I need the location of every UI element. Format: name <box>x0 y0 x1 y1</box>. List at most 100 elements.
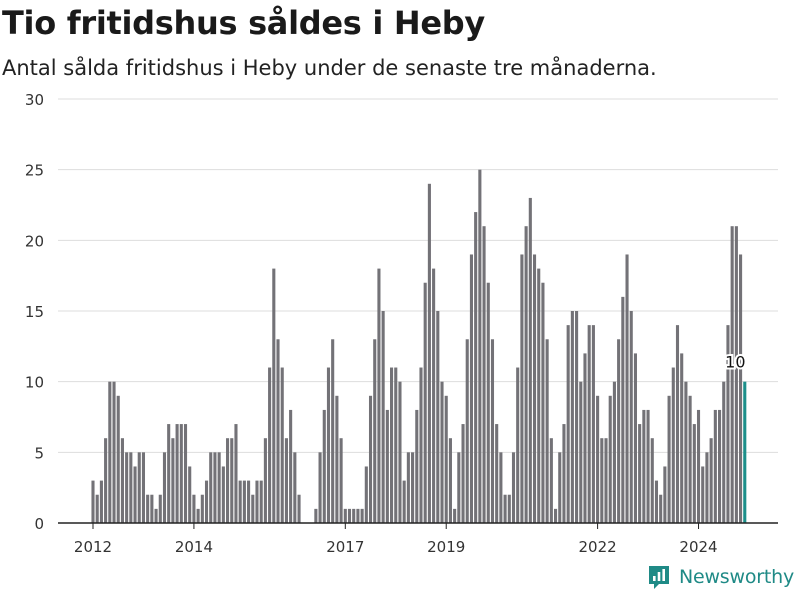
bar <box>377 268 381 523</box>
bar <box>612 381 616 523</box>
bar <box>705 452 709 523</box>
bar <box>629 311 633 523</box>
chart-subtitle: Antal sålda fritidshus i Heby under de s… <box>2 56 657 80</box>
bar <box>255 480 259 523</box>
bar <box>692 424 696 523</box>
bar <box>158 494 162 523</box>
newsworthy-logo-icon <box>648 566 669 589</box>
bar <box>608 395 612 523</box>
bar <box>352 508 356 523</box>
bar <box>591 325 595 523</box>
bar <box>95 494 99 523</box>
bar <box>469 254 473 523</box>
bar <box>171 438 175 523</box>
bar <box>427 183 431 524</box>
y-tick-label: 15 <box>25 303 44 321</box>
bar <box>688 395 692 523</box>
bar <box>537 268 541 523</box>
bar <box>625 254 629 523</box>
x-tick-label: 2014 <box>175 538 213 556</box>
bar <box>226 438 230 523</box>
bar <box>104 438 108 523</box>
bar <box>280 367 284 523</box>
bar <box>541 282 545 523</box>
highlight-data-label: 10 <box>725 353 745 372</box>
bar <box>297 494 301 523</box>
bar <box>263 438 267 523</box>
bar <box>432 268 436 523</box>
bar <box>675 325 680 523</box>
bar <box>436 311 440 523</box>
bar <box>709 438 713 523</box>
y-tick-label: 25 <box>25 162 44 180</box>
bar <box>162 452 167 523</box>
bar <box>650 438 654 523</box>
bar <box>600 438 604 523</box>
brand-logo: Newsworthy <box>647 564 794 590</box>
bar <box>339 438 343 523</box>
bar <box>730 226 734 523</box>
bar <box>146 494 150 523</box>
bar <box>112 381 116 523</box>
bar <box>646 409 650 523</box>
bar <box>465 339 469 523</box>
bar <box>532 254 537 523</box>
bar <box>696 409 701 523</box>
bar <box>499 452 503 523</box>
bar <box>583 353 587 523</box>
bar <box>528 197 532 523</box>
bar <box>204 480 209 523</box>
bar <box>347 508 352 523</box>
bar <box>398 381 402 523</box>
bar <box>326 367 331 523</box>
y-tick-label: 30 <box>25 91 44 109</box>
bar <box>318 452 322 523</box>
bar <box>486 282 490 523</box>
bar <box>680 353 684 523</box>
bar <box>230 438 234 523</box>
x-tick-label: 2012 <box>74 538 112 556</box>
bar <box>659 494 663 523</box>
bar <box>575 311 579 523</box>
y-tick-label: 0 <box>34 515 44 533</box>
bar <box>663 466 667 523</box>
bar <box>331 339 335 523</box>
bar <box>667 395 671 523</box>
bar <box>120 438 124 523</box>
bar <box>511 452 516 523</box>
bar <box>402 480 406 523</box>
bar <box>478 169 482 524</box>
bar <box>154 508 158 523</box>
bar <box>596 395 600 523</box>
bar <box>234 424 238 523</box>
bar <box>99 480 103 523</box>
bar <box>406 452 410 523</box>
bar <box>558 452 562 523</box>
bar <box>490 339 495 523</box>
x-tick-label: 2017 <box>326 538 364 556</box>
bar <box>175 424 179 523</box>
bar <box>726 325 730 523</box>
bar <box>701 466 705 523</box>
bar <box>739 254 743 523</box>
bar <box>566 325 570 523</box>
bar <box>322 409 326 523</box>
x-tick-label: 2019 <box>427 538 465 556</box>
bar <box>638 424 642 523</box>
bar <box>633 353 637 523</box>
bar <box>150 494 154 523</box>
y-tick-label: 20 <box>25 232 44 250</box>
bar <box>268 367 272 523</box>
bar <box>507 494 511 523</box>
bar <box>516 367 520 523</box>
x-tick-label: 2022 <box>579 538 617 556</box>
bar <box>289 409 293 523</box>
highlight-bar <box>743 381 747 523</box>
bar <box>495 424 499 523</box>
y-tick-label: 10 <box>25 374 44 392</box>
bar <box>221 466 225 523</box>
bar <box>654 480 659 523</box>
bar <box>368 395 373 523</box>
bar <box>179 424 183 523</box>
bar <box>167 424 171 523</box>
